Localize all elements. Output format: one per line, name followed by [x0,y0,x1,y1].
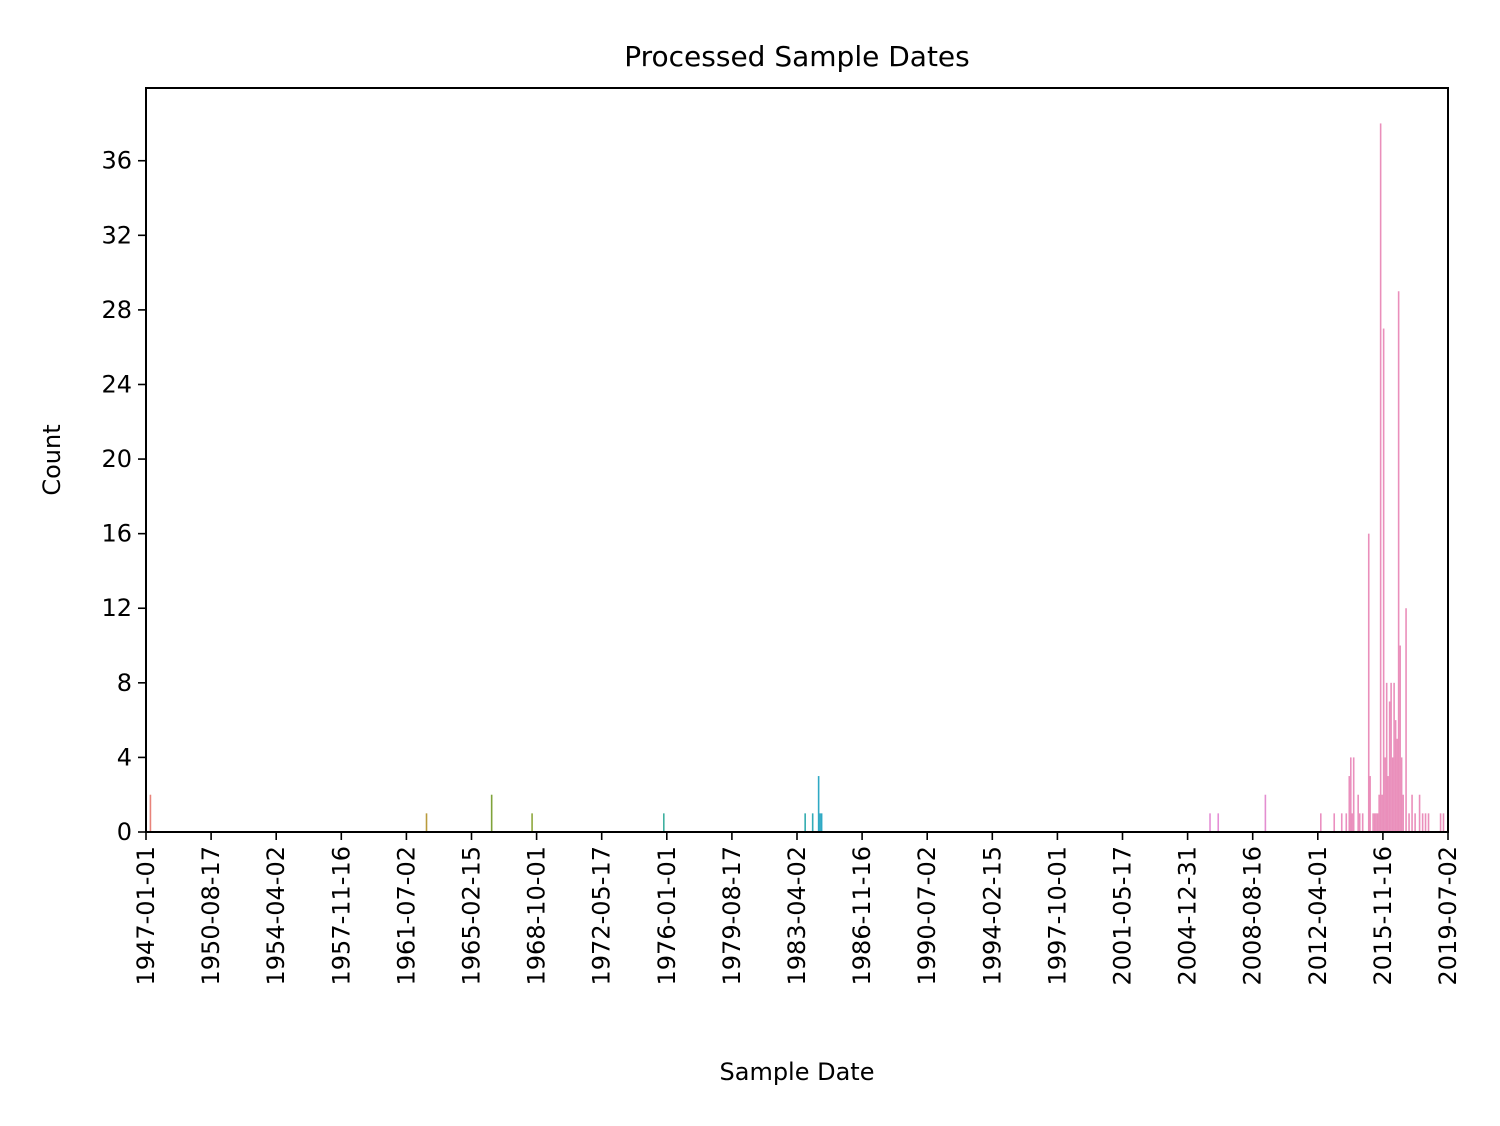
bar [425,813,428,832]
bar [1399,645,1401,832]
bar [820,813,823,832]
bars-group [149,123,1445,833]
x-tick-label: 1968-10-01 [523,846,551,985]
bar [1372,813,1374,832]
x-axis-label: Sample Date [720,1058,875,1086]
bar [149,794,152,832]
y-tick-label: 12 [101,594,132,622]
bar [1373,813,1376,832]
bar [1351,813,1353,832]
y-tick-label: 36 [101,147,132,175]
bar [1367,533,1370,832]
bar [531,813,533,832]
x-tick-label: 1983-04-02 [783,846,811,985]
bar [1442,813,1445,832]
bar [1348,776,1351,832]
x-tick-label: 2019-07-02 [1434,846,1462,985]
y-tick-label: 16 [101,520,132,548]
bar [1390,682,1392,832]
bar [1352,757,1355,832]
y-tick-label: 4 [117,743,132,771]
x-tick-label: 1965-02-15 [458,846,486,985]
bar [1421,813,1424,832]
x-tick-label: 1990-07-02 [913,846,941,985]
bar [1358,813,1361,832]
bar [1427,813,1430,832]
bar [1391,757,1394,832]
bar [1387,776,1389,832]
bar [1340,813,1343,832]
bar [1209,813,1211,832]
bar [1384,757,1386,832]
x-tick-label: 1950-08-17 [197,846,225,985]
x-axis: 1947-01-01 1950-08-17 1954-04-02 1957-11-16… [132,832,1462,985]
bar [1378,794,1380,832]
bar [490,794,493,832]
x-tick-label: 1972-05-17 [588,846,616,985]
bar [663,813,665,832]
bar [1381,794,1383,832]
bar [1439,813,1442,832]
bar [1369,776,1371,832]
x-tick-label: 1997-10-01 [1043,846,1071,985]
bar [1402,794,1404,832]
bar [1385,682,1388,832]
x-tick-label: 1979-08-17 [718,846,746,985]
y-tick-label: 32 [101,221,132,249]
bar [1379,123,1382,833]
y-axis: 0 4 8 12 16 20 24 28 32 36 [101,147,146,846]
bar [1396,738,1398,832]
bar [1418,794,1421,832]
bar [1375,813,1377,832]
bar [1411,794,1413,832]
bar [1393,682,1395,832]
bar [1414,813,1416,832]
chart-title: Processed Sample Dates [624,40,970,73]
y-tick-label: 20 [101,445,132,473]
bar [1394,720,1397,832]
x-tick-label: 1976-01-01 [653,846,681,985]
x-tick-label: 2001-05-17 [1109,846,1137,985]
y-tick-label: 28 [101,296,132,324]
bar [804,813,806,832]
x-tick-label: 2004-12-31 [1174,846,1202,985]
y-tick-label: 0 [117,818,132,846]
y-tick-label: 24 [101,370,132,398]
x-tick-label: 2015-11-16 [1369,846,1397,985]
x-tick-label: 2012-04-01 [1304,846,1332,985]
bar [1320,813,1322,832]
bar [1397,291,1400,832]
x-tick-label: 1947-01-01 [132,846,160,985]
bar [1357,794,1359,832]
bar [1400,757,1403,832]
bar [1376,813,1379,832]
bar [1382,328,1385,832]
x-tick-label: 1957-11-16 [327,846,355,985]
plot-frame [145,87,1449,833]
bar [1361,813,1364,832]
y-tick-label: 8 [117,669,132,697]
bar [819,813,821,832]
bar [811,813,814,832]
bar [1388,701,1391,832]
x-tick-label: 1954-04-02 [262,846,290,985]
bar [1424,813,1427,832]
bar [1405,608,1407,832]
bar [1333,813,1336,832]
bar [817,776,820,832]
x-tick-label: 1994-02-15 [978,846,1006,985]
y-axis-label: Count [38,424,66,495]
bar [1264,794,1267,832]
x-tick-label: 2008-08-16 [1239,846,1267,985]
bar [1408,813,1410,832]
x-tick-label: 1986-11-16 [848,846,876,985]
x-tick-label: 1961-07-02 [392,846,420,985]
bar [1217,813,1220,832]
bar [1349,757,1352,832]
bar [1345,813,1348,832]
